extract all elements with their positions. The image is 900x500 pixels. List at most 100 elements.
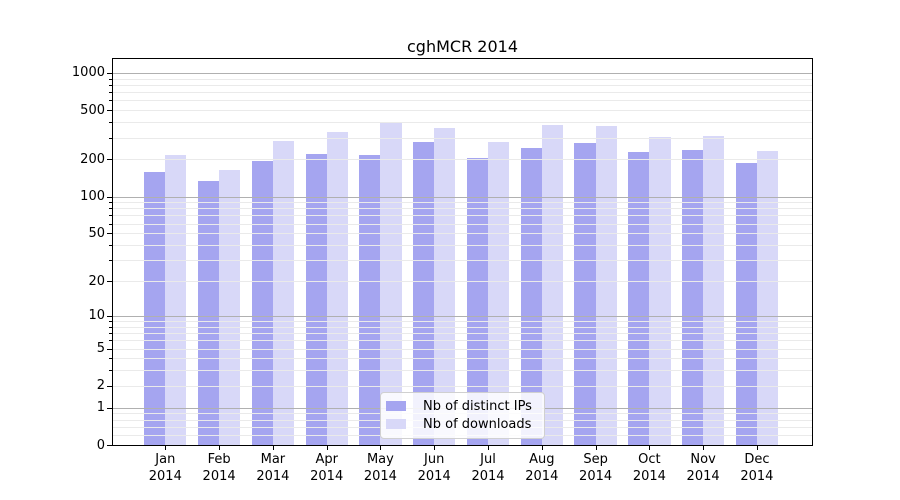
legend-swatch-distinct-ips-icon xyxy=(386,401,406,411)
legend-row-distinct-ips: Nb of distinct IPs xyxy=(386,397,532,415)
year-label: 2014 xyxy=(579,469,613,484)
minor-gridline xyxy=(113,370,812,372)
x-tick-label-may: May 2014 xyxy=(349,451,411,485)
x-tick xyxy=(756,446,758,450)
y-minor-tick xyxy=(109,358,112,360)
year-label: 2014 xyxy=(256,469,290,484)
month-label: Feb xyxy=(207,452,231,467)
y-minor-tick xyxy=(109,84,112,86)
bar-distinct-ips-apr xyxy=(305,153,327,445)
minor-gridline xyxy=(113,122,812,124)
y-tick-label: 5 xyxy=(96,341,105,356)
y-minor-tick xyxy=(109,333,112,334)
year-label: 2014 xyxy=(632,469,666,484)
bar-downloads-feb xyxy=(219,169,241,445)
minor-gridline xyxy=(113,385,812,387)
x-tick xyxy=(272,446,274,450)
year-label: 2014 xyxy=(525,469,559,484)
x-tick xyxy=(488,446,489,450)
y-minor-tick xyxy=(109,340,112,342)
y-minor-tick xyxy=(109,202,112,204)
minor-gridline xyxy=(113,321,812,322)
y-minor-tick xyxy=(109,122,112,124)
bar-distinct-ips-dec xyxy=(735,162,757,445)
bar-downloads-oct xyxy=(649,136,671,445)
x-tick-label-jun: Jun 2014 xyxy=(403,451,465,485)
y-tick xyxy=(107,407,112,409)
year-label: 2014 xyxy=(202,469,236,484)
legend-swatch-downloads-icon xyxy=(386,419,406,429)
minor-gridline xyxy=(113,137,812,139)
year-label: 2014 xyxy=(417,469,451,484)
y-tick-label: 50 xyxy=(88,225,105,241)
minor-gridline xyxy=(113,281,812,282)
y-tick-label: 200 xyxy=(80,151,105,167)
y-minor-tick xyxy=(109,137,112,139)
y-tick-label: 1000 xyxy=(71,65,105,81)
x-tick xyxy=(326,446,328,450)
year-label: 2014 xyxy=(148,469,182,484)
legend-row-downloads: Nb of downloads xyxy=(386,415,532,433)
bar-distinct-ips-oct xyxy=(628,151,650,445)
month-label: Oct xyxy=(638,452,661,467)
minor-gridline xyxy=(113,245,812,246)
major-gridline xyxy=(113,72,812,74)
x-tick xyxy=(541,446,543,450)
y-minor-tick xyxy=(109,260,112,262)
minor-gridline xyxy=(113,333,812,334)
month-label: Jun xyxy=(424,452,445,467)
x-tick-label-jan: Jan 2014 xyxy=(134,451,196,485)
x-tick xyxy=(595,446,597,450)
y-minor-tick xyxy=(109,326,112,328)
y-tick-label: 10 xyxy=(88,308,105,324)
major-gridline xyxy=(113,315,812,317)
month-label: Apr xyxy=(315,452,338,467)
month-label: Dec xyxy=(744,452,770,467)
y-tick-label: 100 xyxy=(80,189,105,204)
minor-gridline xyxy=(113,159,812,161)
x-tick xyxy=(703,446,705,450)
chart-title: cghMCR 2014 xyxy=(407,37,518,56)
x-tick-label-nov: Nov 2014 xyxy=(672,451,734,485)
y-minor-tick xyxy=(109,233,112,235)
minor-gridline xyxy=(113,208,812,210)
bar-downloads-dec xyxy=(756,150,779,445)
bar-distinct-ips-mar xyxy=(251,160,273,445)
minor-gridline xyxy=(113,202,812,204)
y-minor-tick xyxy=(109,159,112,161)
y-tick xyxy=(107,72,112,74)
y-minor-tick xyxy=(109,281,112,282)
minor-gridline xyxy=(113,233,812,235)
year-label: 2014 xyxy=(471,469,505,484)
month-label: Aug xyxy=(529,452,555,467)
x-tick xyxy=(434,446,436,450)
month-label: Jul xyxy=(480,452,496,467)
month-label: May xyxy=(366,452,394,467)
x-tick-label-jul: Jul 2014 xyxy=(457,451,519,485)
y-minor-tick xyxy=(109,348,112,350)
y-tick xyxy=(107,445,112,446)
minor-gridline xyxy=(113,215,812,217)
bar-downloads-jun xyxy=(434,128,456,445)
x-tick-label-feb: Feb 2014 xyxy=(188,451,250,485)
year-label: 2014 xyxy=(686,469,720,484)
bar-distinct-ips-jun xyxy=(413,141,435,445)
y-minor-tick xyxy=(109,223,112,225)
y-minor-tick xyxy=(109,215,112,217)
year-label: 2014 xyxy=(363,469,397,484)
x-tick xyxy=(380,446,382,450)
y-tick-label: 2 xyxy=(96,378,105,394)
bar-distinct-ips-jul xyxy=(466,157,488,445)
x-tick-label-apr: Apr 2014 xyxy=(296,451,358,485)
legend-label-downloads: Nb of downloads xyxy=(423,416,532,432)
x-tick-label-dec: Dec 2014 xyxy=(726,451,788,485)
minor-gridline xyxy=(113,326,812,328)
month-label: Sep xyxy=(583,452,608,467)
bar-downloads-mar xyxy=(272,140,295,445)
bar-downloads-aug xyxy=(541,125,563,445)
minor-gridline xyxy=(113,84,812,86)
x-tick xyxy=(219,446,221,450)
y-tick-label: 20 xyxy=(88,273,105,289)
y-tick-label: 0 xyxy=(96,437,105,453)
y-minor-tick xyxy=(109,92,112,94)
